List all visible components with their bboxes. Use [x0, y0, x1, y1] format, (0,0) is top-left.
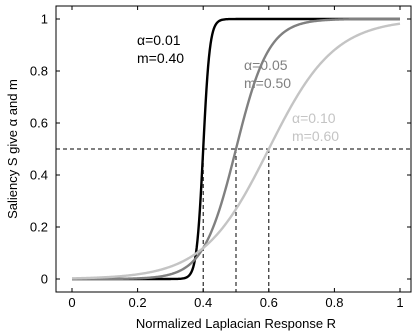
series-label-alpha: α=0.01 [137, 32, 181, 48]
x-axis-label: Normalized Laplacian Response R [136, 316, 336, 331]
y-tick-label: 0 [41, 272, 48, 287]
reference-lines [56, 148, 411, 292]
y-axis-label: Saliency S give α and m [5, 79, 20, 219]
x-tick-label: 0 [68, 295, 75, 310]
curves [71, 17, 401, 281]
axis-ticks: 0 0.2 0.4 0.6 0.8 1 0 0.2 0.4 0.6 0.8 1 [30, 6, 411, 310]
x-tick-label: 1 [396, 295, 403, 310]
series-labels: α=0.01 m=0.40 α=0.05 m=0.50 α=0.10 m=0.60 [137, 32, 339, 144]
y-tick-label: 0.4 [30, 168, 48, 183]
x-tick-label: 0.8 [325, 295, 343, 310]
y-tick-label: 0.8 [30, 64, 48, 79]
y-tick-label: 0.6 [30, 116, 48, 131]
x-tick-label: 0.2 [129, 295, 147, 310]
series-label-alpha: α=0.10 [292, 110, 336, 126]
series-curve-2 [71, 22, 401, 280]
series-label-m: m=0.50 [244, 75, 291, 91]
x-tick-label: 0.4 [194, 295, 212, 310]
series-label-alpha: α=0.05 [244, 57, 288, 73]
x-tick-label: 0.6 [260, 295, 278, 310]
series-label-m: m=0.40 [137, 50, 184, 66]
y-tick-label: 1 [41, 12, 48, 27]
series-label-m: m=0.60 [292, 128, 339, 144]
series-curve-1 [72, 17, 400, 281]
plot-frame [55, 5, 412, 293]
y-tick-label: 0.2 [30, 220, 48, 235]
